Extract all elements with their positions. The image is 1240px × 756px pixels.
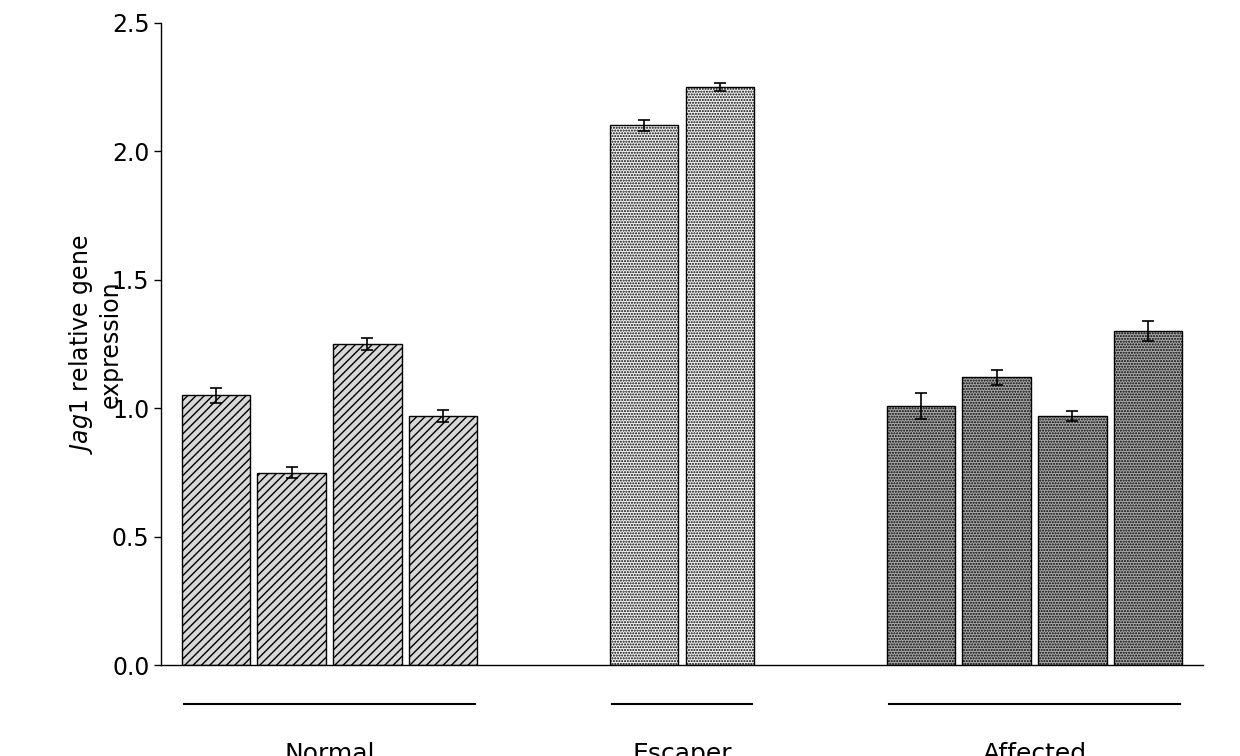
- Bar: [610, 125, 678, 665]
- Bar: [1038, 416, 1106, 665]
- Bar: [334, 344, 402, 665]
- Bar: [182, 395, 250, 665]
- Bar: [887, 406, 955, 665]
- Text: Affected: Affected: [982, 742, 1086, 756]
- Bar: [686, 87, 754, 665]
- Bar: [409, 416, 477, 665]
- Bar: [258, 472, 326, 665]
- Bar: [962, 377, 1030, 665]
- Text: Escaper: Escaper: [632, 742, 732, 756]
- Bar: [1114, 331, 1182, 665]
- Y-axis label: $\it{Jag1}$ relative gene
expression: $\it{Jag1}$ relative gene expression: [67, 234, 123, 454]
- Text: Normal: Normal: [284, 742, 374, 756]
